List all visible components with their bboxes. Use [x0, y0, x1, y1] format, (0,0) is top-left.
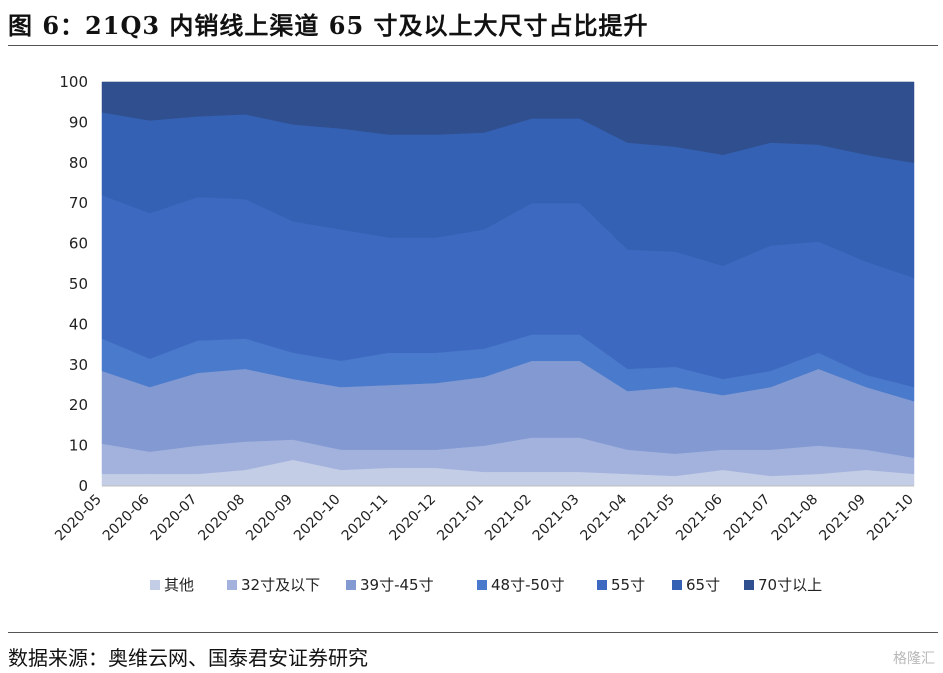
x-tick-label-15: 2021-08: [769, 492, 822, 545]
legend-swatch-3: [477, 580, 487, 590]
x-tick-label-13: 2021-06: [673, 491, 726, 544]
legend-label-5: 65寸: [686, 576, 720, 594]
legend-label-4: 55寸: [611, 576, 645, 594]
y-tick-label-8: 80: [69, 154, 88, 172]
x-tick-label-4: 2020-09: [243, 492, 296, 545]
x-tick-label-11: 2021-04: [578, 491, 631, 544]
x-tick-label-17: 2021-10: [864, 492, 917, 545]
y-tick-label-9: 90: [69, 113, 88, 131]
legend-swatch-0: [150, 580, 160, 590]
y-tick-label-7: 70: [69, 194, 88, 212]
legend-label-6: 70寸以上: [758, 576, 822, 594]
x-axis: 2020-052020-062020-072020-082020-092020-…: [52, 485, 917, 545]
legend-label-1: 32寸及以下: [241, 576, 320, 594]
x-tick-label-16: 2021-09: [816, 492, 869, 545]
x-tick-label-12: 2021-05: [625, 492, 678, 545]
legend-swatch-4: [597, 580, 607, 590]
legend-swatch-2: [346, 580, 356, 590]
legend-swatch-1: [227, 580, 237, 590]
source-note: 数据来源：奥维云网、国泰君安证券研究: [8, 646, 368, 670]
x-tick-label-9: 2021-02: [482, 492, 535, 545]
legend-swatch-5: [672, 580, 682, 590]
y-tick-label-3: 30: [69, 356, 88, 374]
x-tick-label-1: 2020-06: [100, 491, 153, 544]
x-tick-label-3: 2020-08: [195, 492, 248, 545]
legend-label-3: 48寸-50寸: [491, 576, 565, 594]
figure-title: 图 6：21Q3 内销线上渠道 65 寸及以上大尺寸占比提升: [8, 11, 649, 40]
y-axis: 0 10 20 30 40 50 60 70 80 90 100: [59, 73, 88, 495]
x-tick-label-10: 2021-03: [530, 492, 583, 545]
y-tick-label-4: 40: [69, 315, 88, 333]
y-tick-label-5: 50: [69, 275, 88, 293]
legend-label-0: 其他: [164, 576, 194, 594]
area-series-6: [101, 81, 915, 164]
chart-areas: [101, 81, 915, 487]
y-tick-label-0: 0: [78, 477, 88, 495]
y-tick-label-6: 60: [69, 235, 88, 253]
y-tick-label-2: 20: [69, 396, 88, 414]
x-tick-label-14: 2021-07: [721, 492, 774, 545]
x-tick-label-0: 2020-05: [52, 492, 105, 545]
x-tick-label-5: 2020-10: [291, 492, 344, 545]
x-tick-label-8: 2021-01: [434, 492, 487, 545]
legend-swatch-6: [744, 580, 754, 590]
chart-legend: 其他 32寸及以下 39寸-45寸 48寸-50寸 55寸 65寸 70寸以上: [150, 576, 822, 594]
y-tick-label-1: 10: [69, 437, 88, 455]
x-tick-label-7: 2020-12: [387, 492, 440, 545]
watermark-logo: 格隆汇: [893, 651, 935, 667]
legend-label-2: 39寸-45寸: [360, 576, 434, 594]
title-rule: [8, 45, 938, 46]
y-tick-label-10: 100: [59, 73, 88, 91]
source-rule: [8, 632, 938, 633]
x-tick-label-6: 2020-11: [339, 492, 392, 545]
x-tick-label-2: 2020-07: [148, 492, 201, 545]
